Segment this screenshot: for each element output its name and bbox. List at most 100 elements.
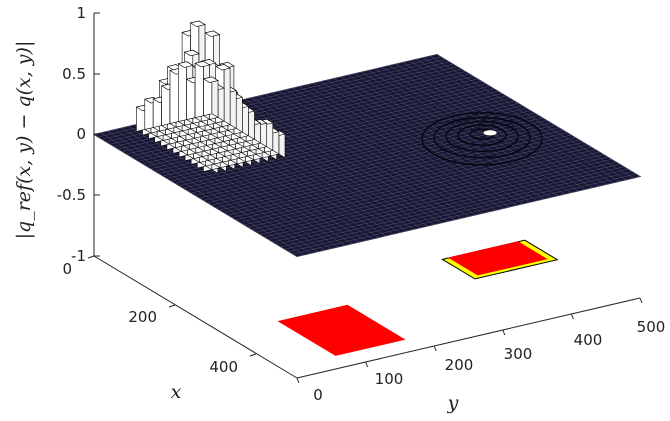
surface-mesh-line	[368, 70, 572, 193]
surface-mesh-line	[276, 164, 620, 245]
surface-mesh-line	[395, 63, 599, 187]
bar-face	[169, 68, 179, 124]
bar-face	[203, 76, 213, 117]
surface-mesh-line	[388, 65, 593, 188]
y-tick-label: 400	[574, 331, 603, 349]
bar-top	[214, 64, 231, 71]
surface-mesh-line	[361, 71, 565, 195]
y-tick-label: 100	[375, 370, 404, 388]
bar-top	[194, 60, 211, 68]
surface-mesh-line	[296, 176, 641, 257]
surface-mesh-line	[227, 134, 572, 216]
surface-mesh-line	[292, 87, 497, 211]
surface-mesh-line	[256, 151, 600, 233]
y-tick-mark	[639, 297, 643, 304]
x-tick-label: 400	[209, 358, 238, 376]
y-tick-label: 500	[637, 318, 666, 336]
z-tick-label: 0	[76, 125, 86, 143]
bar-face	[223, 63, 231, 126]
surface-mesh-line	[244, 144, 588, 225]
bar-face	[161, 83, 171, 126]
x-axis-ticks: 0 200 400	[62, 255, 257, 376]
bar-face	[211, 76, 219, 118]
x-axis-label: x	[171, 381, 182, 403]
surface-mesh-line	[236, 139, 580, 221]
y-axis-line	[296, 297, 641, 379]
z-tick-label: 0.5	[62, 65, 86, 83]
z-tick-label: 1	[76, 4, 86, 22]
surface-mesh-line	[260, 154, 604, 235]
x-tick-label: 200	[128, 308, 157, 326]
x-tick-mark	[168, 304, 176, 308]
bar-face	[229, 86, 237, 129]
surface-mesh-line	[334, 78, 538, 201]
surface-mesh-line	[430, 55, 634, 179]
surface-mesh-line	[340, 76, 545, 200]
bar-top	[189, 20, 206, 27]
y-tick-mark	[433, 345, 437, 352]
feature-ring	[433, 116, 531, 159]
y-tick-mark	[365, 361, 369, 368]
surface-mesh-line	[354, 73, 558, 196]
small-feature	[421, 112, 543, 166]
y-tick-mark	[502, 329, 506, 336]
y-tick-label: 300	[504, 345, 533, 363]
surface-mesh-line	[272, 92, 476, 216]
bar-top	[177, 61, 194, 68]
x-tick-mark	[249, 353, 257, 357]
surface-mesh-line	[285, 89, 490, 212]
surface-mesh-line	[265, 94, 469, 217]
floor-patches	[277, 239, 559, 356]
z-axis-label: |q_ref(x, y) − q(x, y)|	[13, 41, 35, 240]
surface-mesh-line	[240, 142, 584, 223]
y-tick-mark	[296, 377, 300, 384]
surface-mesh-line	[402, 62, 606, 185]
surface-mesh-line	[313, 83, 517, 206]
x-axis-line	[93, 255, 298, 379]
surface-mesh-line	[264, 156, 608, 238]
bar-face	[178, 61, 187, 122]
surface-mesh-line	[347, 75, 551, 198]
surface-mesh-line	[219, 129, 563, 211]
bar-top	[183, 49, 200, 57]
y-axis-label: y	[447, 392, 459, 414]
surface-mesh-line	[306, 84, 510, 208]
feature-ring	[457, 124, 507, 146]
surface-mesh-line	[272, 161, 616, 243]
bar-face	[217, 84, 225, 122]
bar-face	[194, 60, 204, 119]
surface-mesh-line	[423, 57, 627, 180]
bar-face	[186, 76, 196, 120]
z-tick-label: -0.5	[57, 186, 86, 204]
bar-top	[204, 30, 221, 37]
surface-mesh-line	[320, 81, 524, 204]
z-axis-ticks: 1 0.5 0 -0.5 -1	[57, 4, 100, 265]
y-axis-ticks: 0 100 200 300 400 500	[296, 297, 666, 404]
floor-patch	[277, 304, 406, 356]
surface-mesh-line	[436, 54, 641, 177]
surface-mesh-line	[248, 147, 592, 228]
surface-mesh-line	[327, 79, 531, 203]
floor-patch	[447, 241, 548, 276]
z-tick-label: -1	[71, 247, 86, 265]
surface-mesh-line	[211, 125, 555, 206]
x-tick-label: 0	[62, 260, 72, 278]
feature-ring	[445, 120, 519, 153]
surface-mesh-line	[382, 67, 586, 190]
bar-top	[202, 76, 219, 83]
surface-mesh-line	[292, 173, 636, 255]
surface-mesh-line	[252, 149, 596, 230]
bar-cluster	[135, 20, 286, 174]
x-tick-mark	[87, 255, 95, 259]
surface-mesh-line	[288, 171, 632, 252]
y-tick-label: 200	[445, 356, 474, 374]
surface-mesh-line	[416, 59, 620, 182]
surface-mesh-line	[299, 86, 503, 209]
surface-mesh-line	[284, 169, 628, 250]
surface-mesh-line	[280, 166, 624, 247]
surface-mesh-line	[279, 91, 483, 214]
y-tick-mark	[570, 313, 574, 320]
surface-mesh-line	[268, 159, 612, 240]
feature-ring	[421, 112, 543, 166]
